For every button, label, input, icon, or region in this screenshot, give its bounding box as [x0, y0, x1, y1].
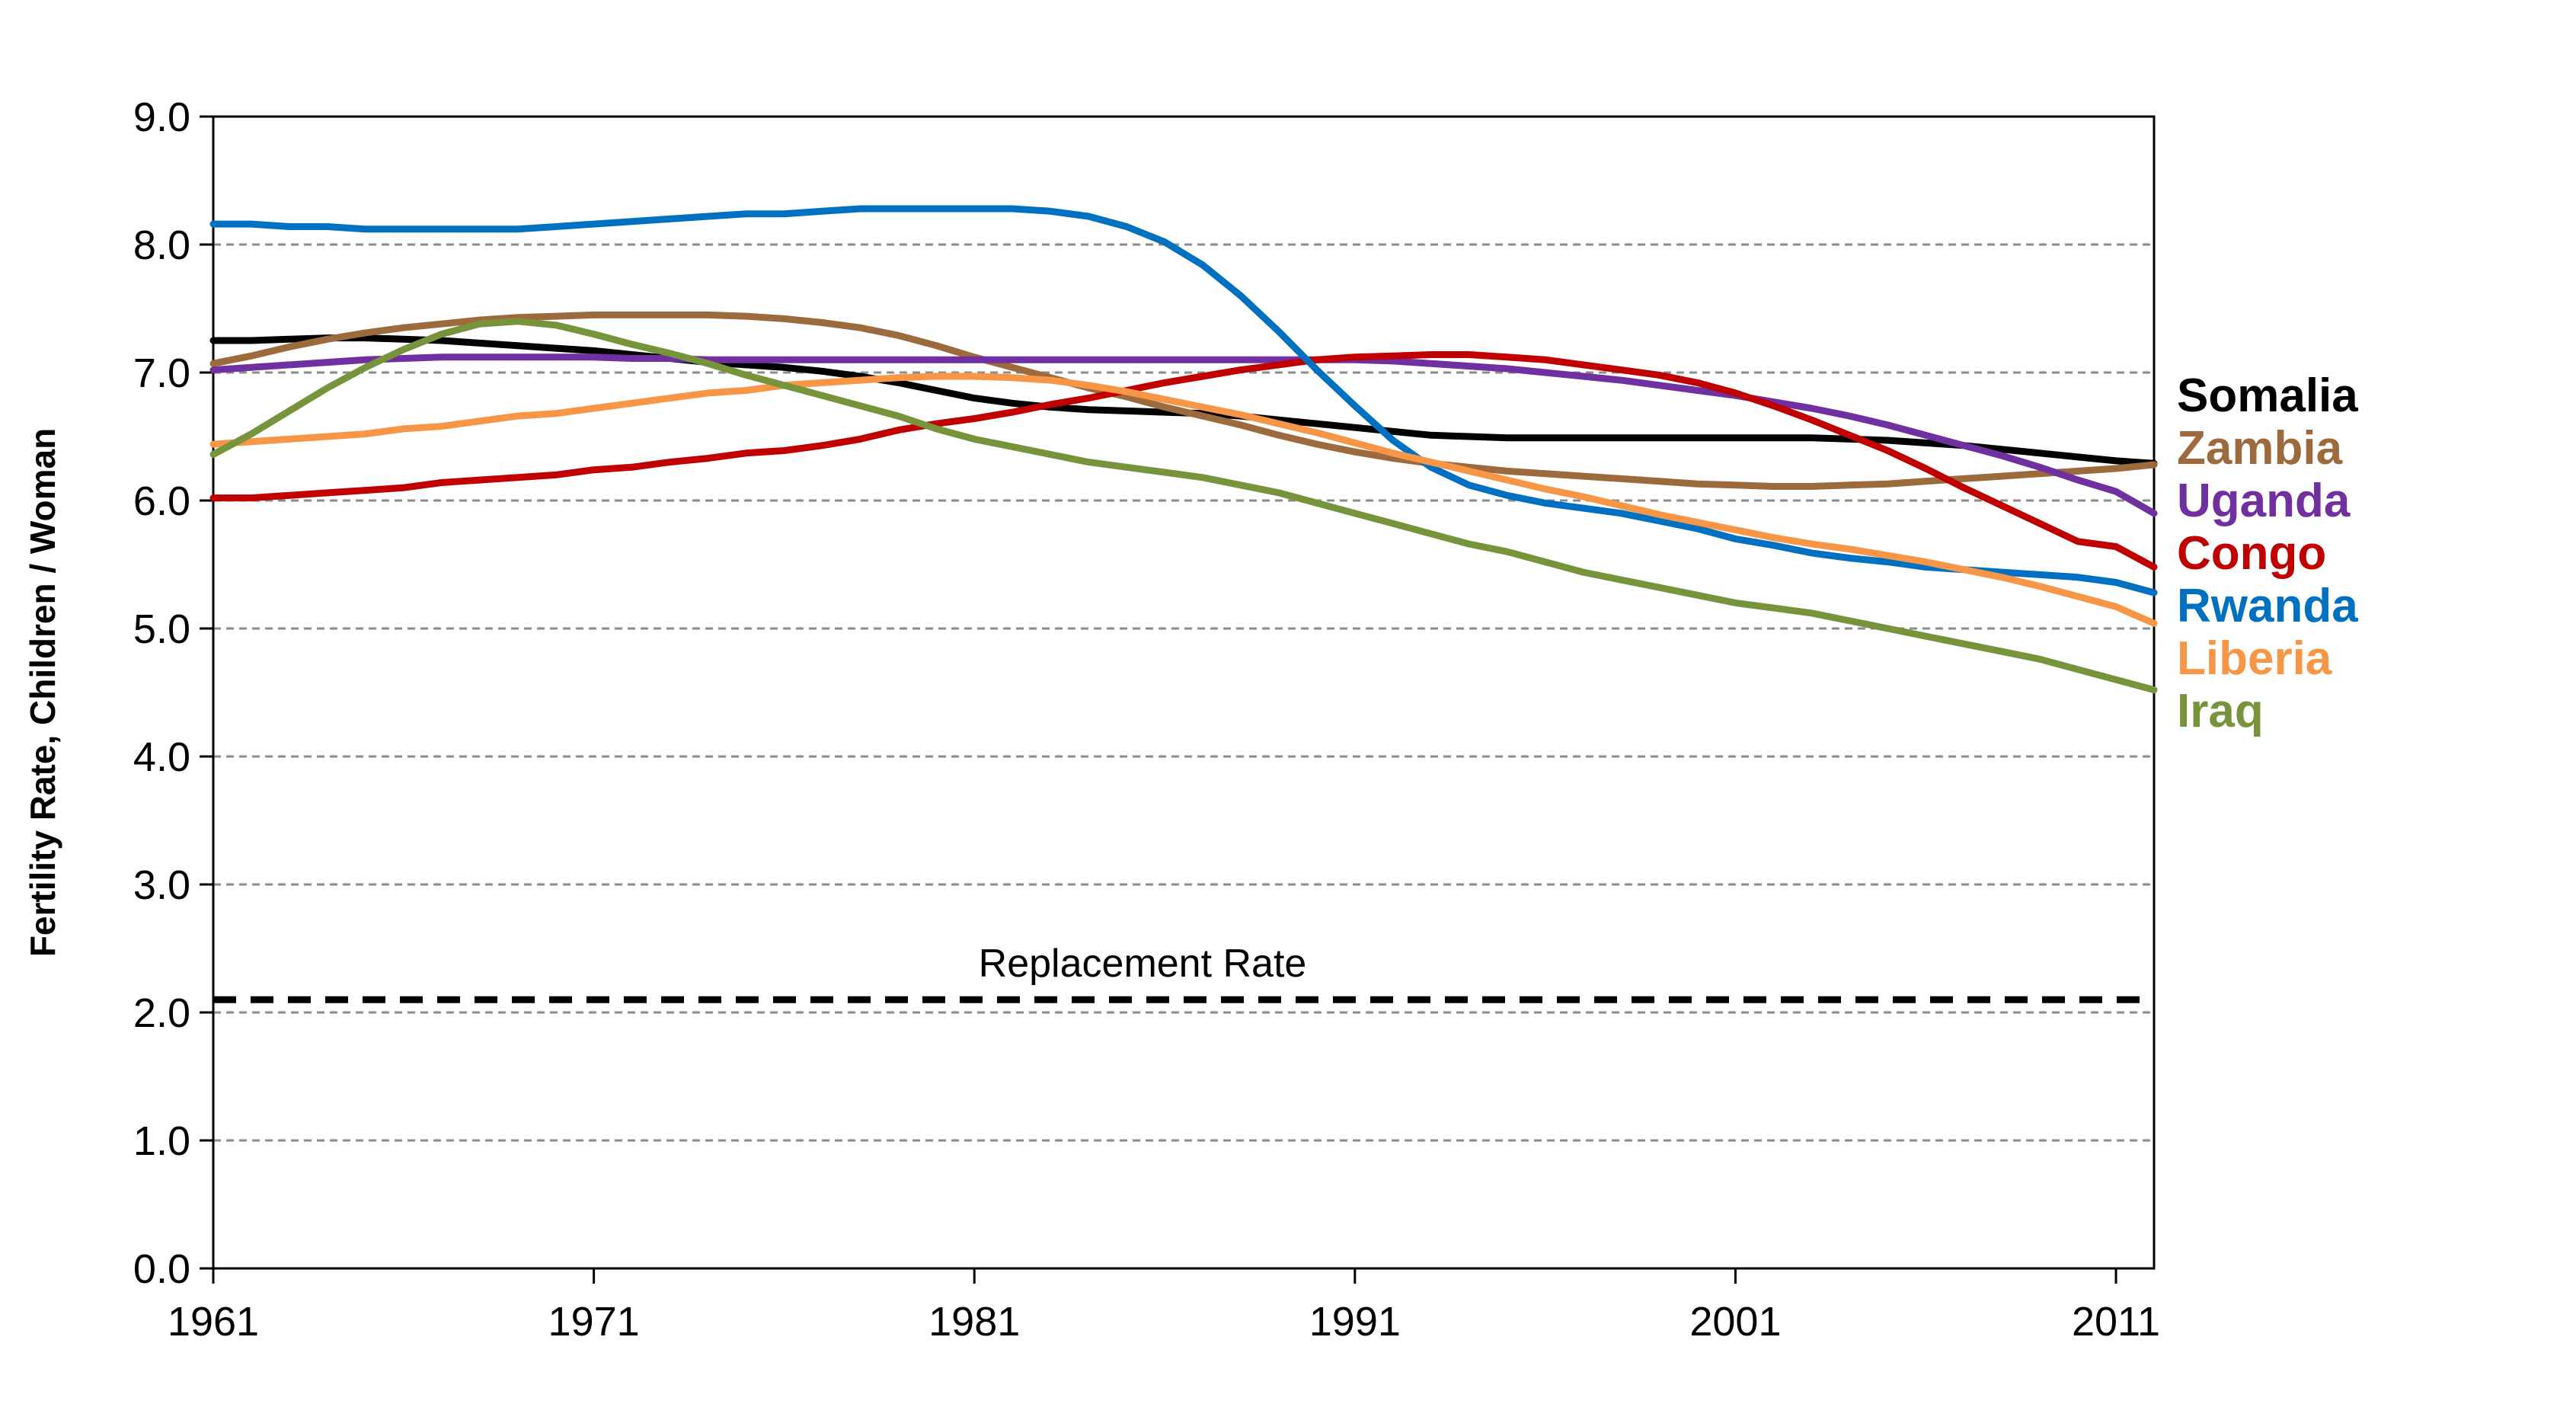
y-tick-label-5: 5.0: [133, 606, 190, 652]
legend-label-rwanda: Rwanda: [2177, 580, 2358, 632]
y-tick-label-9: 9.0: [133, 94, 190, 140]
legend-label-uganda: Uganda: [2177, 475, 2351, 527]
y-tick-label-6: 6.0: [133, 478, 190, 524]
x-tick-label-1: 1971: [548, 1299, 640, 1345]
legend-label-somalia: Somalia: [2177, 369, 2358, 422]
grid-lines: [213, 115, 2154, 1142]
series-line-uganda: [209, 353, 2158, 517]
series-lines: [209, 205, 2158, 694]
series-line-iraq: [209, 318, 2158, 694]
legend-label-zambia: Zambia: [2177, 422, 2343, 475]
x-tick-label-3: 1991: [1309, 1299, 1401, 1345]
series-line-congo: [209, 351, 2158, 571]
series-line-rwanda: [209, 205, 2158, 596]
x-tick-label-5: 2011: [2072, 1299, 2160, 1345]
x-tick-label-2: 1981: [928, 1299, 1020, 1345]
y-tick-label-7: 7.0: [133, 350, 190, 396]
y-tick-label-0: 0.0: [133, 1246, 190, 1292]
x-tick-label-4: 2001: [1689, 1299, 1781, 1345]
series-line-liberia: [209, 373, 2158, 627]
series-line-zambia: [209, 311, 2158, 490]
y-tick-label-1: 1.0: [133, 1118, 190, 1164]
y-tick-label-4: 4.0: [133, 734, 190, 780]
y-tick-label-3: 3.0: [133, 862, 190, 908]
plot-frame: [212, 115, 2156, 1270]
legend-label-congo: Congo: [2177, 527, 2326, 580]
replacement-rate-label: Replacement Rate: [979, 942, 1307, 986]
y-tick-label-2: 2.0: [133, 990, 190, 1036]
legend: SomaliaZambiaUgandaCongoRwandaLiberiaIra…: [2177, 369, 2358, 737]
legend-label-liberia: Liberia: [2177, 632, 2332, 685]
y-axis-title: Fertility Rate, Children / Woman: [23, 428, 62, 957]
legend-label-iraq: Iraq: [2177, 685, 2264, 737]
axes: 0.0 1.0 2.0 3.0 4.0 5.0 6.0 7.0 8.0 9.0 1961 1971 19…: [133, 94, 2160, 1345]
y-tick-label-8: 8.0: [133, 222, 190, 268]
replacement-rate-group: Replacement Rate: [213, 942, 2154, 1003]
x-tick-label-0: 1961: [168, 1299, 259, 1345]
